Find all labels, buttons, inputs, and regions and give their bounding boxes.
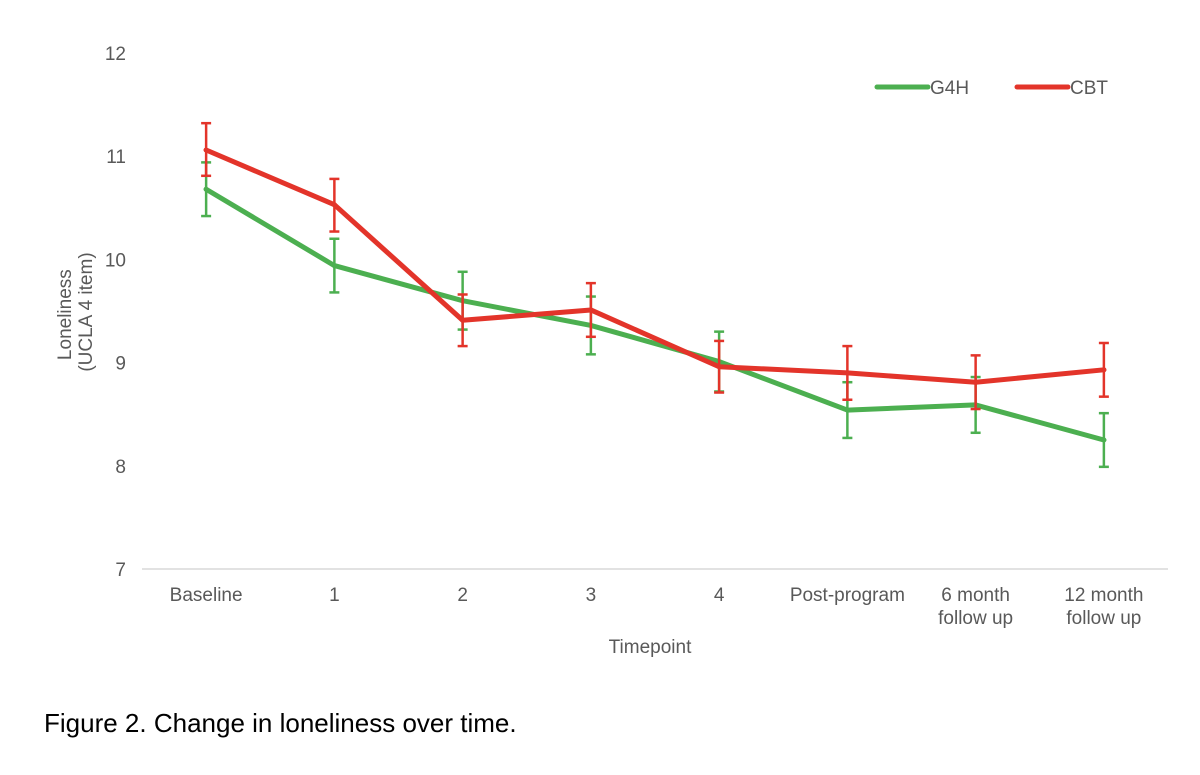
legend-label-cbt: CBT	[1070, 78, 1108, 99]
y-axis-title-line-2: (UCLA 4 item)	[76, 252, 97, 371]
x-axis-ticks: Baseline 1 2 3 4 Post-program 6 month follow up…	[170, 585, 1144, 629]
svg-text:Loneliness (UCLA 4 item): Loneliness (UCLA 4 item)	[55, 252, 97, 371]
y-tick-label: 7	[115, 560, 126, 581]
point-cbt	[973, 379, 979, 385]
point-cbt	[716, 364, 722, 370]
x-tick-label: 2	[457, 585, 468, 606]
x-tick-label: 12 month follow up	[1064, 585, 1143, 629]
y-axis-title-line-1: Loneliness	[55, 269, 76, 360]
point-cbt	[460, 317, 466, 323]
point-g4h	[1101, 437, 1107, 443]
y-tick-label: 10	[105, 250, 126, 271]
series-cbt	[201, 121, 1109, 411]
x-tick-label: 1	[329, 585, 340, 606]
figure-caption: Figure 2. Change in loneliness over time…	[44, 708, 517, 738]
y-axis-title: Loneliness (UCLA 4 item)	[55, 252, 97, 371]
series-layer	[201, 121, 1109, 469]
y-axis-ticks: 7 8 9 10 11 12	[105, 44, 126, 581]
point-cbt	[844, 370, 850, 376]
x-tick-label: 3	[586, 585, 597, 606]
point-cbt	[1101, 367, 1107, 373]
point-cbt	[331, 202, 337, 208]
y-tick-label: 8	[115, 457, 126, 478]
point-g4h	[203, 186, 209, 192]
y-tick-label: 11	[106, 147, 126, 168]
legend: G4H CBT	[874, 78, 1108, 99]
x-tick-label: 6 month follow up	[938, 585, 1013, 629]
point-cbt	[588, 307, 594, 313]
y-tick-label: 12	[105, 44, 126, 65]
point-cbt	[203, 147, 209, 153]
point-g4h	[331, 263, 337, 269]
legend-label-g4h: G4H	[930, 78, 969, 99]
legend-item-g4h: G4H	[874, 78, 969, 99]
x-tick-label: 4	[714, 585, 725, 606]
point-g4h	[844, 407, 850, 413]
y-tick-label: 9	[115, 354, 126, 375]
x-tick-label: Baseline	[170, 585, 243, 606]
legend-item-cbt: CBT	[1014, 78, 1108, 99]
line-cbt	[203, 147, 1107, 385]
line-g4h	[203, 186, 1107, 443]
x-tick-label: Post-program	[790, 585, 905, 606]
x-axis-title: Timepoint	[609, 637, 692, 658]
